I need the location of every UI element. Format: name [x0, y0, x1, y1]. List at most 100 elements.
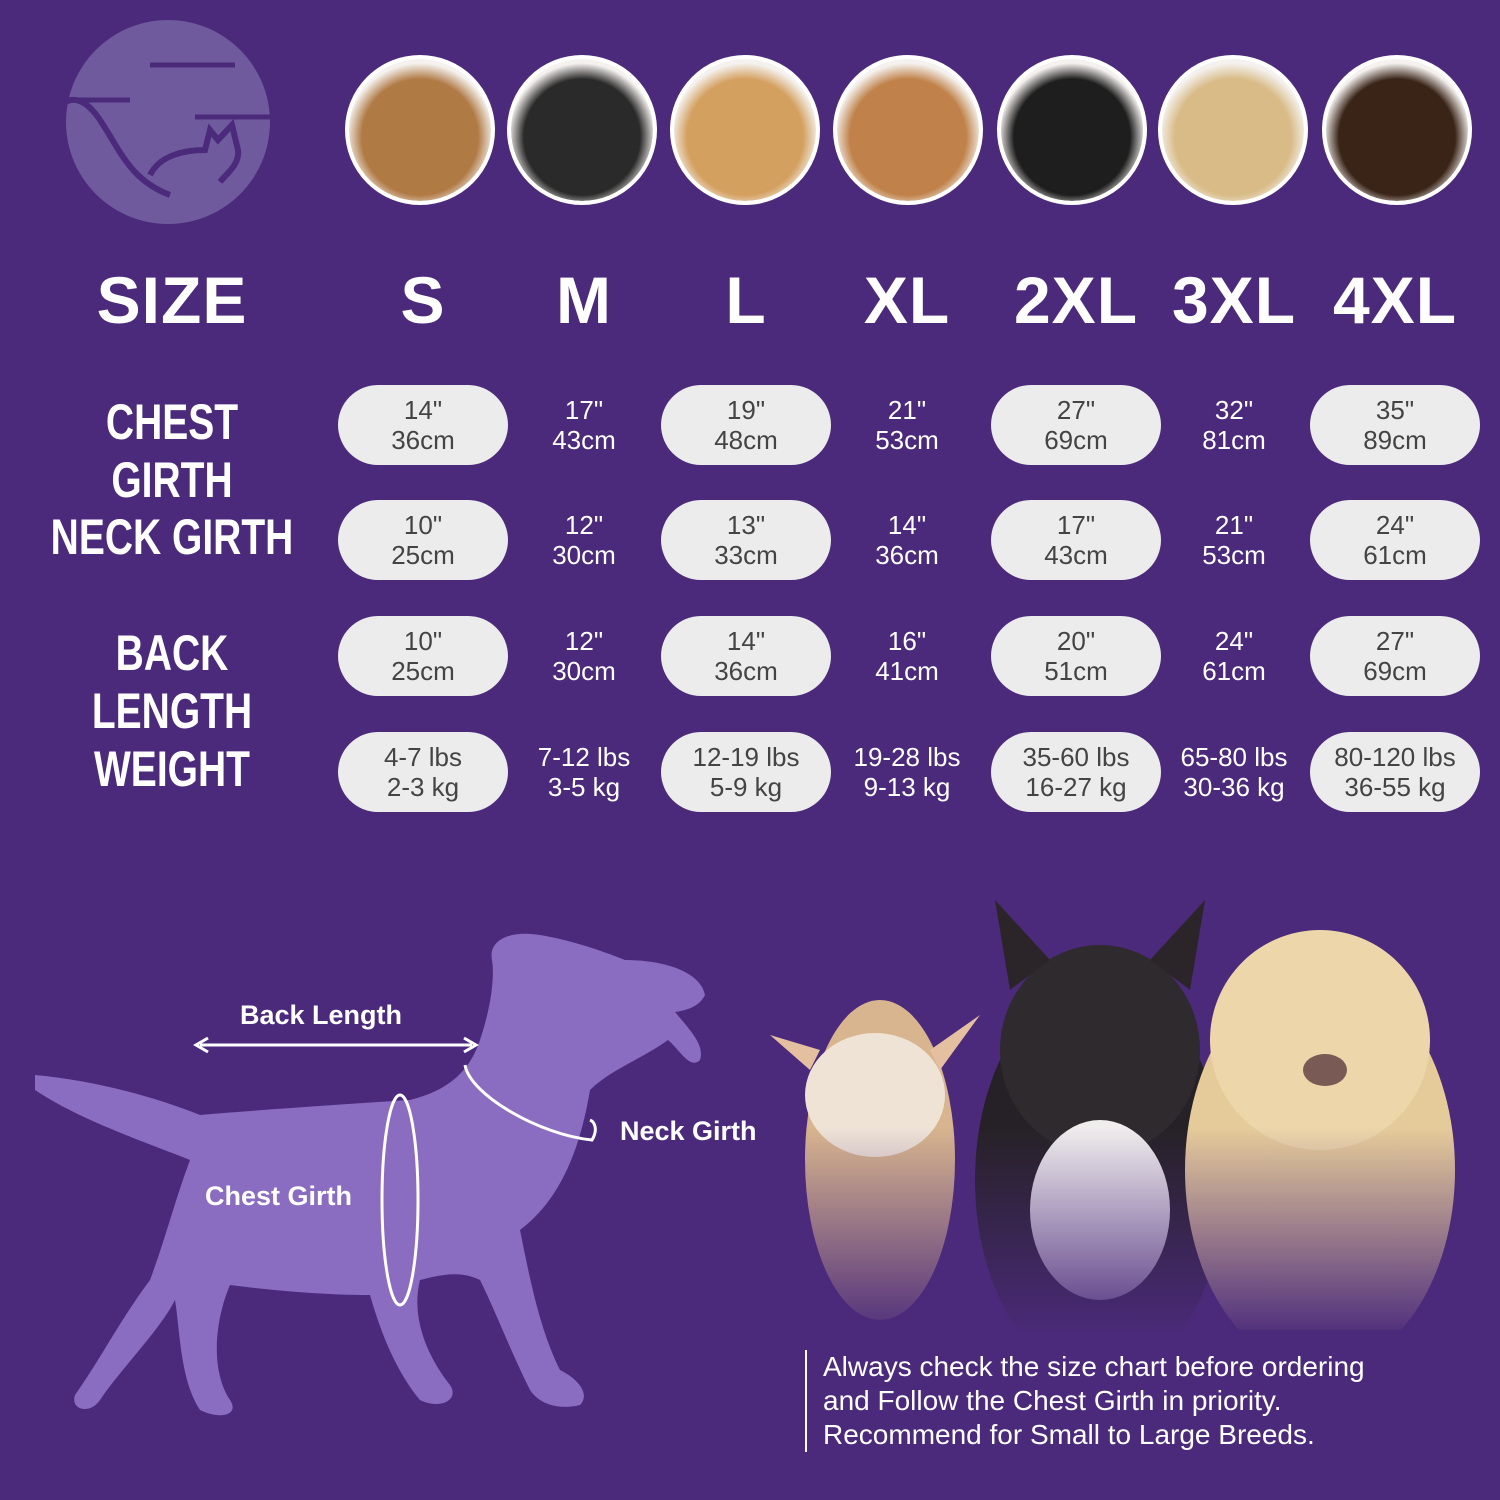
cell-line-2: 53cm [875, 425, 939, 455]
cell-line-1: 19-28 lbs [853, 742, 961, 772]
size-xl-header: XL [863, 263, 951, 337]
cell-line-1: 35-60 lbs [1022, 742, 1130, 772]
cell-line-2: 81cm [1202, 425, 1266, 455]
note-line: Always check the size chart before order… [823, 1351, 1365, 1382]
cell-line-2: 36cm [714, 656, 778, 686]
table-cell: 20" 51cm [991, 616, 1161, 696]
cell-line-1: 13" [726, 510, 766, 540]
neck-girth-label: Neck Girth [620, 1116, 757, 1146]
cell-line-2: 16-27 kg [1025, 772, 1127, 802]
chest-girth-label: Chest Girth [205, 1181, 353, 1211]
size-header: SIZE [96, 263, 248, 337]
brand-logo [14, 20, 270, 224]
size-l-header: L [725, 263, 767, 337]
table-cell: 24" 61cm [1149, 616, 1319, 696]
note-line: Recommend for Small to Large Breeds. [823, 1419, 1315, 1450]
cell-line-2: 69cm [1363, 656, 1427, 686]
table-cell: 12" 30cm [499, 616, 669, 696]
cell-line-2: 30cm [552, 656, 616, 686]
cell-line-2: 43cm [552, 425, 616, 455]
cell-line-2: 61cm [1363, 540, 1427, 570]
cell-line-1: 14" [403, 395, 443, 425]
row-label: CHEST GIRTH [105, 394, 239, 508]
cell-line-1: 27" [1375, 626, 1415, 656]
size-2xl-header: 2XL [1013, 263, 1139, 337]
cell-line-1: 65-80 lbs [1180, 742, 1288, 772]
back-length-label: Back Length [240, 1000, 403, 1030]
cell-line-2: 9-13 kg [863, 772, 951, 802]
table-cell: 12-19 lbs 5-9 kg [661, 732, 831, 812]
cell-line-2: 48cm [714, 425, 778, 455]
size-s-header: S [400, 263, 446, 337]
cell-line-2: 51cm [1044, 656, 1108, 686]
dog-silhouette [35, 933, 705, 1416]
table-cell: 21" 53cm [1149, 500, 1319, 580]
cell-line-1: 7-12 lbs [537, 742, 631, 772]
table-cell: 65-80 lbs 30-36 kg [1149, 732, 1319, 812]
cell-line-1: 4-7 lbs [383, 742, 463, 772]
shih-tzu-photo [345, 55, 495, 205]
cell-line-1: 32" [1214, 395, 1254, 425]
cell-line-1: 16" [887, 626, 927, 656]
row-label: BACK LENGTH [91, 625, 253, 739]
beagle-photo [833, 55, 983, 205]
table-cell: 21" 53cm [822, 385, 992, 465]
cell-line-2: 3-5 kg [547, 772, 621, 802]
table-cell: 17" 43cm [991, 500, 1161, 580]
border-collie-photo [997, 55, 1147, 205]
cell-line-1: 17" [1056, 510, 1096, 540]
cell-line-1: 17" [564, 395, 604, 425]
table-cell: 27" 69cm [991, 385, 1161, 465]
cell-line-1: 12-19 lbs [692, 742, 800, 772]
cell-line-1: 35" [1375, 395, 1415, 425]
cell-line-1: 10" [403, 626, 443, 656]
size-3xl-header: 3XL [1171, 263, 1297, 337]
cell-line-2: 2-3 kg [386, 772, 460, 802]
neck-girth-loop [463, 1064, 597, 1142]
cell-line-2: 53cm [1202, 540, 1266, 570]
cell-line-2: 61cm [1202, 656, 1266, 686]
cell-line-1: 27" [1056, 395, 1096, 425]
cell-line-1: 21" [1214, 510, 1254, 540]
table-cell: 35" 89cm [1310, 385, 1480, 465]
sizing-note: Always check the size chart before order… [805, 1350, 1365, 1452]
cell-line-2: 43cm [1044, 540, 1108, 570]
cell-line-1: 10" [403, 510, 443, 540]
table-cell: 17" 43cm [499, 385, 669, 465]
chest-girth-loop [380, 1093, 420, 1307]
table-cell: 16" 41cm [822, 616, 992, 696]
row-label: NECK GIRTH [50, 509, 294, 565]
cell-line-1: 24" [1375, 510, 1415, 540]
cell-line-2: 69cm [1044, 425, 1108, 455]
table-cell: 10" 25cm [338, 500, 508, 580]
cocker-spaniel-photo [670, 55, 820, 205]
cell-line-2: 30cm [552, 540, 616, 570]
table-cell: 4-7 lbs 2-3 kg [338, 732, 508, 812]
cell-line-1: 14" [726, 626, 766, 656]
size-m-header: M [556, 263, 612, 337]
cell-line-2: 33cm [714, 540, 778, 570]
dog-cat-logo-icon [14, 62, 270, 198]
table-cell: 32" 81cm [1149, 385, 1319, 465]
cell-line-1: 24" [1214, 626, 1254, 656]
cell-line-2: 36cm [875, 540, 939, 570]
cell-line-2: 89cm [1363, 425, 1427, 455]
table-cell: 27" 69cm [1310, 616, 1480, 696]
cell-line-1: 14" [887, 510, 927, 540]
table-cell: 19-28 lbs 9-13 kg [822, 732, 992, 812]
cell-line-1: 20" [1056, 626, 1096, 656]
note-line: and Follow the Chest Girth in priority. [823, 1385, 1282, 1416]
cell-line-2: 25cm [391, 540, 455, 570]
table-cell: 24" 61cm [1310, 500, 1480, 580]
dog-silhouette-diagram [35, 933, 705, 1416]
cell-line-2: 30-36 kg [1183, 772, 1285, 802]
boston-terrier-photo [507, 55, 657, 205]
row-label: WEIGHT [94, 741, 250, 797]
table-cell: 13" 33cm [661, 500, 831, 580]
cell-line-2: 5-9 kg [709, 772, 783, 802]
cell-line-1: 80-120 lbs [1334, 742, 1456, 772]
cell-line-1: 19" [726, 395, 766, 425]
cell-line-1: 12" [564, 510, 604, 540]
size-4xl-header: 4XL [1332, 263, 1458, 337]
table-cell: 80-120 lbs 36-55 kg [1310, 732, 1480, 812]
